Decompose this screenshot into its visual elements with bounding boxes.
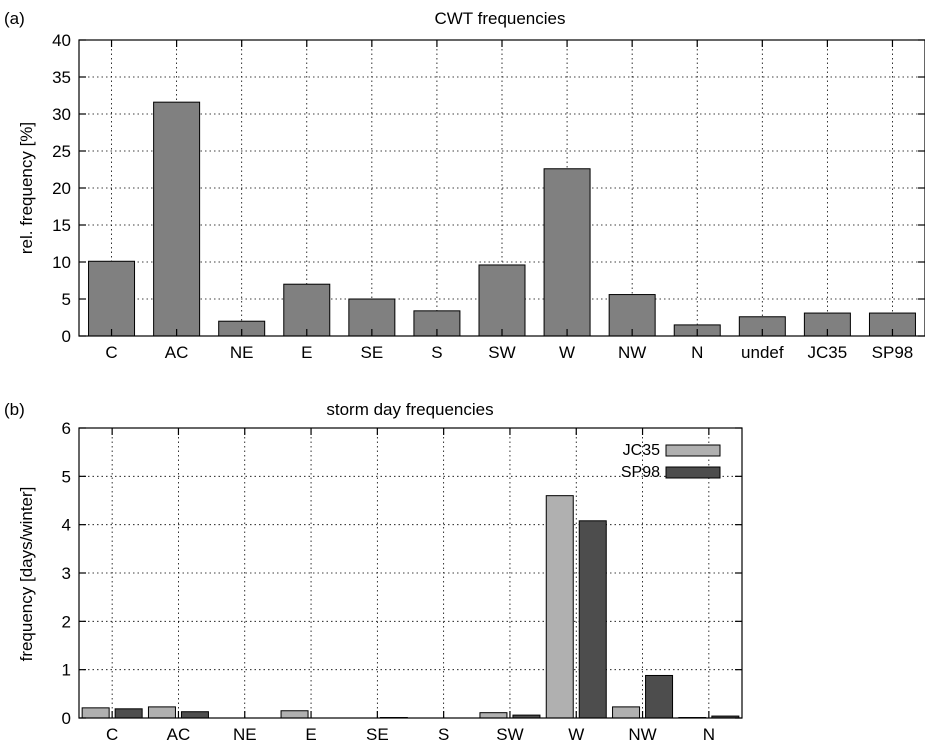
b-bar-jc35-e	[280, 710, 309, 719]
b-x-tick-label: NE	[233, 725, 257, 744]
b-x-tick-label: E	[305, 725, 316, 744]
b-x-tick-label: S	[438, 725, 449, 744]
panel-b-axes	[78, 427, 743, 719]
a-x-tick-label: N	[691, 343, 703, 362]
panel-b-bars	[81, 495, 740, 719]
panel-b-title: storm day frequencies	[326, 400, 493, 419]
b-plot-frame	[78, 427, 743, 719]
panel-b-y-ticks: 0 1 2 3 4 5 6	[62, 419, 71, 728]
panel-b-y-axis-label: frequency [days/winter]	[17, 487, 36, 662]
b-bar-sp98-w	[578, 520, 607, 719]
a-bar-ac	[153, 101, 201, 337]
b-y-tick-label: 0	[62, 709, 71, 728]
legend-swatch-jc35	[665, 444, 721, 457]
b-x-tick-label: W	[568, 725, 584, 744]
a-x-tick-label: SW	[488, 343, 515, 362]
b-y-tick-label: 4	[62, 516, 71, 535]
a-y-tick-label: 20	[52, 179, 71, 198]
b-x-tick-label: NW	[628, 725, 656, 744]
b-bar-jc35-sw	[479, 712, 508, 719]
a-bar-sw	[478, 264, 526, 337]
b-bar-sp98-ac	[180, 711, 209, 719]
panel-a-title: CWT frequencies	[434, 9, 565, 28]
b-y-tick-label: 1	[62, 661, 71, 680]
a-bar-c	[88, 260, 136, 337]
a-y-tick-label: 5	[62, 290, 71, 309]
panel-b-legend: JC35 SP98	[621, 442, 721, 481]
a-y-tick-label: 35	[52, 68, 71, 87]
b-bar-jc35-ac	[147, 706, 176, 719]
a-y-tick-label: 30	[52, 105, 71, 124]
panel-b-x-ticks: C AC NE E SE S SW W NW N	[106, 725, 715, 744]
a-y-tick-label: 0	[62, 327, 71, 346]
panel-b-grid	[79, 428, 742, 718]
b-x-tick-label: SW	[496, 725, 523, 744]
a-x-tick-label: SE	[361, 343, 384, 362]
a-x-tick-label: JC35	[808, 343, 848, 362]
b-bar-jc35-nw	[612, 706, 641, 719]
b-y-tick-label: 5	[62, 467, 71, 486]
a-x-tick-label: C	[105, 343, 117, 362]
a-y-tick-label: 15	[52, 216, 71, 235]
a-bar-e	[283, 283, 331, 337]
b-bar-sp98-c	[114, 708, 143, 719]
b-x-tick-label: C	[106, 725, 118, 744]
legend-label-jc35: JC35	[623, 442, 660, 459]
panel-a-grid	[79, 40, 925, 336]
panel-a-y-axis-label: rel. frequency [%]	[17, 122, 36, 254]
b-bar-sp98-nw	[645, 674, 674, 719]
a-x-tick-label: undef	[741, 343, 784, 362]
b-x-tick-label: N	[703, 725, 715, 744]
b-bar-jc35-c	[81, 707, 110, 719]
b-y-tick-label: 2	[62, 612, 71, 631]
b-y-tick-label: 6	[62, 419, 71, 438]
a-x-tick-label: NE	[230, 343, 254, 362]
legend-label-sp98: SP98	[621, 464, 660, 481]
b-x-tick-label: AC	[167, 725, 191, 744]
a-plot-frame	[78, 39, 925, 337]
a-bar-w	[543, 168, 591, 337]
a-y-tick-label: 40	[52, 31, 71, 50]
a-x-tick-label: E	[301, 343, 312, 362]
a-x-tick-label: NW	[618, 343, 646, 362]
a-y-tick-label: 25	[52, 142, 71, 161]
panel-a: (a) CWT frequencies rel. frequency [%] 0…	[4, 9, 925, 362]
a-y-tick-label: 10	[52, 253, 71, 272]
legend-swatch-sp98	[665, 466, 721, 479]
panel-b: (b) storm day frequencies frequency [day…	[4, 400, 743, 744]
b-x-tick-label: SE	[366, 725, 389, 744]
a-x-tick-label: SP98	[872, 343, 914, 362]
panel-a-bars	[88, 101, 916, 337]
a-x-tick-label: S	[431, 343, 442, 362]
panel-b-label: (b)	[4, 400, 25, 419]
b-bar-jc35-w	[545, 495, 574, 719]
b-y-tick-label: 3	[62, 564, 71, 583]
a-x-tick-label: W	[559, 343, 575, 362]
panel-a-axes	[78, 39, 925, 337]
panel-a-label: (a)	[4, 9, 25, 28]
a-x-tick-label: AC	[165, 343, 189, 362]
panel-a-y-ticks: 0 5 10 15 20 25 30 35 40	[52, 31, 71, 346]
